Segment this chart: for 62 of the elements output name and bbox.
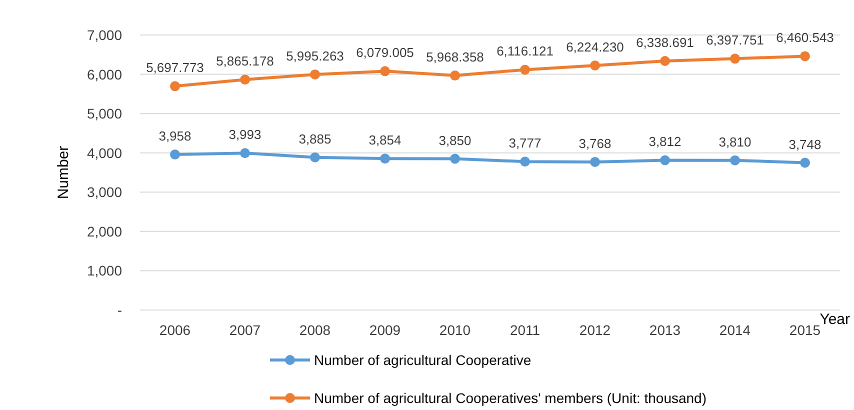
y-tick-label: 1,000 [86, 262, 122, 279]
data-label: 3,854 [368, 132, 402, 148]
point [310, 69, 320, 80]
data-label: 3,748 [788, 136, 822, 152]
y-tick-label: 7,000 [86, 27, 122, 43]
legend-label: Number of agricultural Cooperative [314, 352, 532, 368]
y-tick-label: 5,000 [86, 106, 122, 122]
x-tick-label: 2013 [649, 322, 681, 338]
data-label: 3,810 [718, 134, 752, 150]
x-tick-label: 2014 [719, 322, 751, 338]
data-label: 5,865.178 [216, 54, 274, 69]
y-axis-title: Number [55, 146, 72, 200]
data-label: 6,224.230 [566, 39, 624, 54]
point [380, 66, 390, 76]
data-label: 6,116.121 [496, 44, 554, 59]
point [240, 74, 250, 85]
x-tick-label: 2008 [299, 322, 331, 338]
point [590, 156, 600, 167]
point [730, 155, 740, 166]
point [310, 152, 320, 162]
data-label: 3,958 [158, 128, 192, 144]
data-label: 6,338.691 [636, 34, 694, 50]
point [170, 81, 180, 92]
data-label: 3,768 [578, 136, 612, 151]
data-label: 5,968.358 [426, 50, 484, 65]
y-tick-label: 2,000 [86, 223, 122, 240]
x-tick-label: 2012 [579, 322, 611, 338]
x-tick-label: 2015 [789, 322, 821, 338]
point [660, 155, 670, 166]
y-tick-label: 6,000 [86, 66, 122, 82]
point [450, 70, 460, 81]
data-label: 6,397.751 [706, 32, 764, 48]
x-tick-label: 2009 [369, 322, 401, 338]
data-label: 3,850 [438, 132, 472, 148]
point [240, 148, 250, 158]
point [520, 64, 530, 75]
data-label: 6,079.005 [356, 45, 414, 60]
data-label: 3,993 [228, 127, 262, 142]
point [800, 158, 810, 168]
data-label: 5,697.773 [146, 60, 204, 76]
point [800, 51, 810, 62]
y-tick-label: - [117, 302, 122, 318]
x-tick-label: 2006 [159, 322, 191, 338]
x-axis-title: Year [820, 311, 850, 328]
data-label: 5,995.263 [286, 48, 344, 64]
point [380, 154, 390, 164]
point [520, 156, 530, 167]
data-label: 6,460.543 [776, 30, 834, 46]
x-tick-label: 2011 [510, 322, 540, 338]
y-tick-label: 4,000 [86, 144, 122, 161]
point [450, 154, 460, 164]
y-tick-label: 3,000 [86, 184, 122, 200]
data-label: 3,777 [508, 136, 542, 151]
x-tick-label: 2007 [229, 322, 261, 338]
data-label: 3,885 [298, 131, 332, 146]
point [170, 150, 180, 160]
legend-label: Number of agricultural Cooperatives' members (Unit: thousand) [314, 390, 707, 406]
point [660, 56, 670, 66]
x-tick-label: 2010 [439, 322, 471, 338]
point [730, 54, 740, 64]
point [590, 60, 600, 70]
data-label: 3,812 [648, 134, 682, 150]
